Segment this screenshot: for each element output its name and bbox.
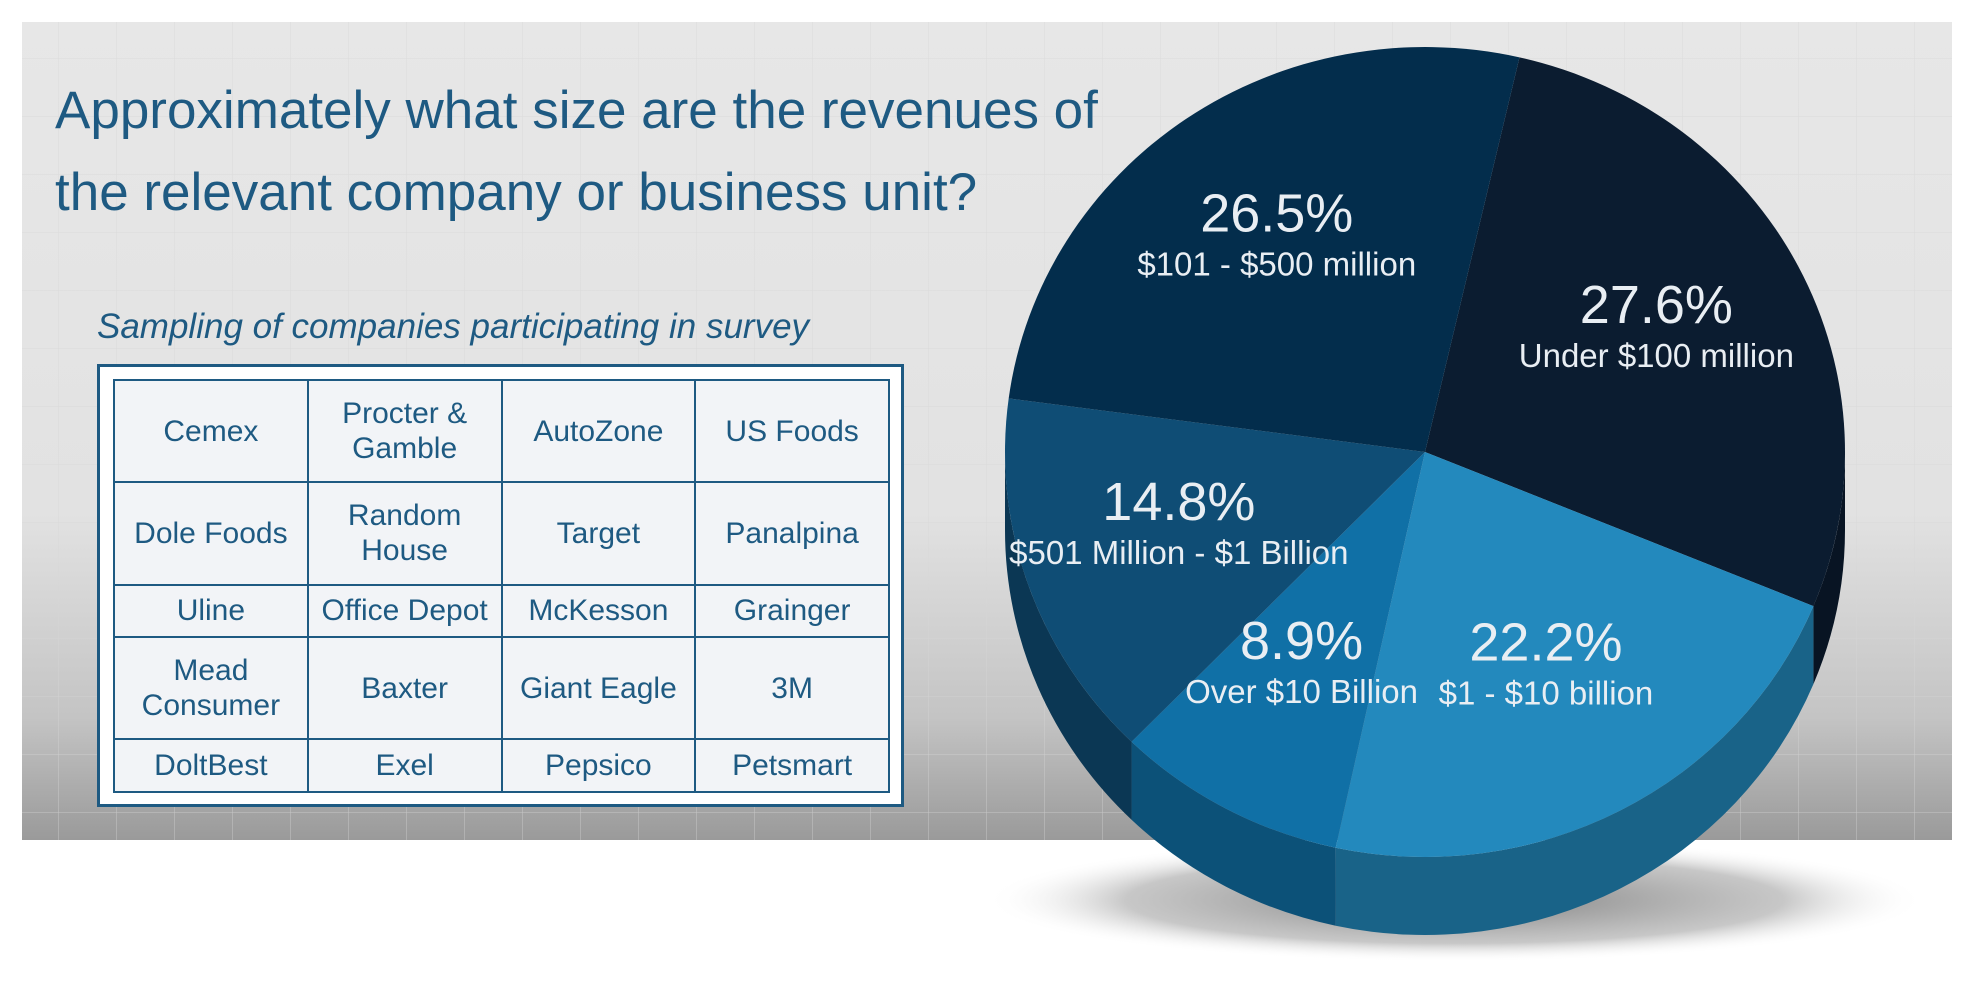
table-row: Uline Office Depot McKesson Grainger [113, 583, 890, 639]
company-cell: Grainger [694, 583, 890, 639]
pie-slice-side [1005, 452, 1132, 820]
slice-percent-label: 26.5% [1200, 184, 1353, 244]
company-cell: Office Depot [306, 583, 503, 639]
slice-category-label: $101 - $500 million [1137, 246, 1416, 283]
company-cell: Panalpina [694, 481, 890, 586]
pie-slice [1425, 57, 1846, 607]
pie-slice-side [1813, 452, 1845, 685]
slice-category-label: Over $10 Billion [1185, 673, 1418, 710]
pie-slice-side [1131, 741, 1336, 926]
slice-percent-label: 22.2% [1469, 612, 1622, 672]
slice-category-label: $501 Million - $1 Billion [1009, 534, 1348, 571]
table-row: Mead Consumer Baxter Giant Eagle 3M [113, 636, 890, 741]
company-cell: Random House [306, 481, 503, 586]
slice-category-label: Under $100 million [1519, 337, 1794, 374]
slice-percent-label: 14.8% [1102, 472, 1255, 532]
company-cell: Uline [113, 583, 309, 639]
pie-3d-side [1005, 452, 1845, 935]
company-cell: Baxter [306, 636, 503, 741]
company-cell: Procter & Gamble [306, 378, 503, 484]
company-cell: Target [500, 481, 697, 586]
company-cell: Exel [306, 738, 503, 793]
table-row: Dole Foods Random House Target Panalpina [113, 481, 890, 586]
pie-labels: 27.6%Under $100 million 22.2%$1 - $10 bil… [1009, 184, 1794, 712]
company-cell: AutoZone [500, 378, 697, 484]
pie-slice [1005, 398, 1425, 742]
companies-table-frame: Cemex Procter & Gamble AutoZone US Foods Dol… [97, 364, 904, 807]
slice-percent-label: 27.6% [1580, 275, 1733, 335]
table-row: DoltBest Exel Pepsico Petsmart [113, 738, 890, 793]
table-caption: Sampling of companies participating in s… [97, 307, 810, 346]
company-cell: DoltBest [113, 738, 309, 793]
slice-category-label: $1 - $10 billion [1439, 674, 1654, 711]
pie-slice [1335, 452, 1814, 857]
company-cell: Petsmart [694, 738, 890, 793]
company-cell: 3M [694, 636, 890, 741]
company-cell: Mead Consumer [113, 636, 309, 741]
company-cell: Dole Foods [113, 481, 309, 586]
company-cell: Giant Eagle [500, 636, 697, 741]
table-row: Cemex Procter & Gamble AutoZone US Foods [113, 378, 890, 484]
company-cell: Cemex [113, 378, 309, 484]
companies-table: Cemex Procter & Gamble AutoZone US Foods Dol… [113, 378, 890, 793]
company-cell: Pepsico [500, 738, 697, 793]
pie-slice [1008, 46, 1520, 452]
slice-percent-label: 8.9% [1240, 611, 1363, 671]
company-cell: US Foods [694, 378, 890, 484]
pie-slice-side [1335, 606, 1814, 935]
company-cell: McKesson [500, 583, 697, 639]
pie-slice [1131, 452, 1425, 848]
page-title: Approximately what size are the revenues… [55, 81, 1098, 222]
pie-top [1005, 46, 1846, 857]
